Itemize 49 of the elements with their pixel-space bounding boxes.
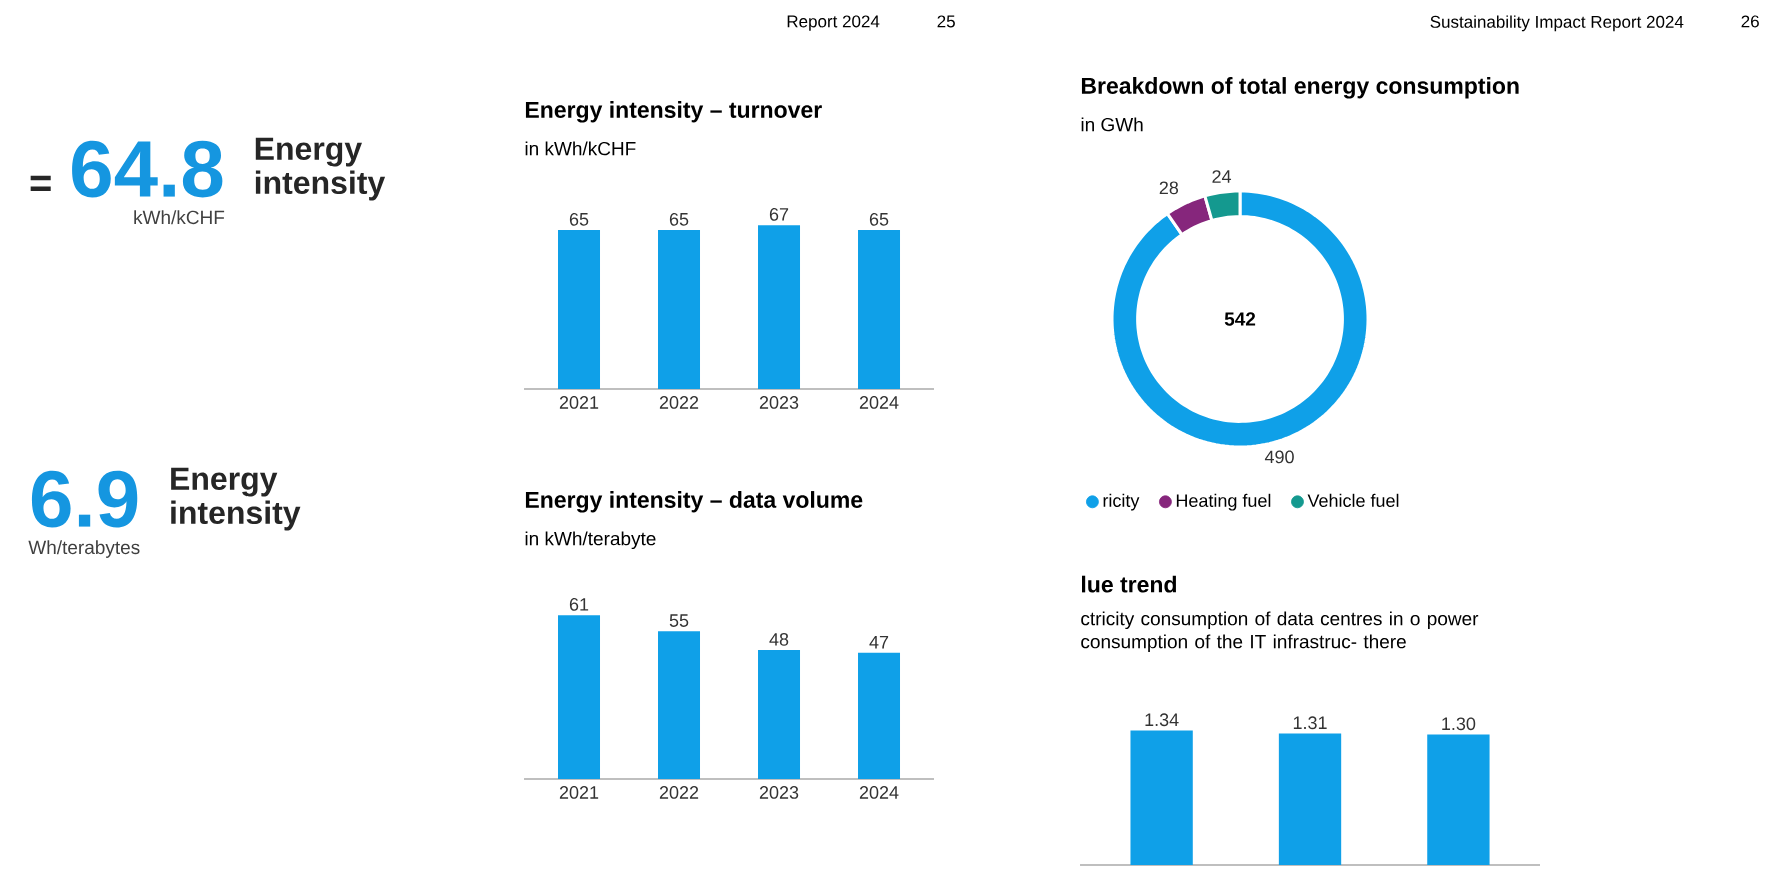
data-label: 55 [669, 614, 689, 627]
data-label: 65 [869, 212, 889, 226]
bar [858, 652, 901, 779]
legend-label: Heating fuel [1176, 493, 1271, 511]
text: Report 2024 [787, 15, 880, 31]
text: 64.8 [72, 140, 223, 198]
bar [558, 615, 601, 779]
bar [758, 650, 801, 779]
chart-title: Energy intensity – data volume [525, 491, 863, 513]
text: Energy intensity [255, 137, 386, 201]
text: 542 [1224, 312, 1256, 326]
data-label: 48 [769, 632, 789, 646]
data-label: 61 [569, 598, 589, 611]
data-label: 28 [1159, 181, 1179, 195]
chart-subtitle: in kWh/kCHF [525, 141, 636, 156]
chart-subtitle: in GWh [1081, 117, 1143, 132]
text: Wh/terabytes [28, 540, 140, 558]
data-label: 65 [569, 212, 589, 226]
chart-title: Energy intensity – turnover [525, 101, 822, 123]
x-tick-label: 2023 [759, 786, 799, 799]
legend-label: ricity [1103, 493, 1140, 511]
text: 26 [1741, 15, 1759, 28]
x-tick-label: 2024 [859, 786, 899, 799]
text: 25 [937, 15, 955, 28]
data-label: 1.31 [1293, 716, 1327, 730]
x-tick-label: 2022 [659, 786, 699, 799]
data-label: 490 [1264, 450, 1294, 464]
x-tick-label: 2022 [659, 396, 699, 409]
data-label: 1.34 [1145, 713, 1179, 727]
text: 6.9 [31, 470, 138, 528]
text: Energy intensity [171, 467, 301, 531]
text: kWh/kCHF [134, 210, 225, 225]
data-label: 65 [669, 212, 689, 226]
x-tick-label: 2021 [559, 786, 599, 799]
x-tick-label: 2024 [859, 396, 899, 409]
chart-title: lue trend [1082, 575, 1176, 593]
chart-subtitle: in kWh/terabyte [525, 531, 656, 550]
text: = [30, 175, 51, 191]
x-tick-label: 2021 [559, 396, 599, 409]
chart-title: Breakdown of total energy consumption [1081, 77, 1519, 99]
x-tick-label: 2023 [759, 396, 799, 409]
data-label: 1.30 [1442, 717, 1476, 731]
data-label: 24 [1212, 170, 1232, 183]
chart-subtitle: ctricity consumption of data centres in o power consumption of the IT infrastruc- there [1081, 611, 1479, 653]
data-label: 67 [769, 208, 789, 221]
text: Sustainability Impact Report 2024 [1430, 15, 1684, 32]
data-label: 47 [869, 636, 889, 649]
legend-label: Vehicle fuel [1307, 493, 1399, 508]
bar [658, 631, 701, 779]
